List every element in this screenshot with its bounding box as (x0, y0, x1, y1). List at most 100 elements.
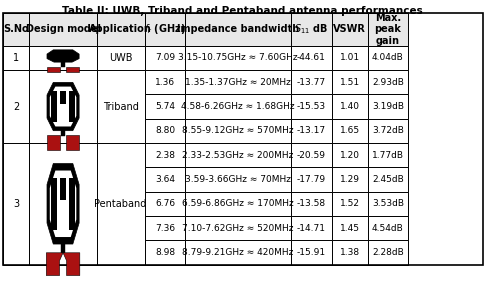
Text: 1.36: 1.36 (154, 78, 175, 87)
Text: 1.20: 1.20 (339, 151, 359, 160)
Text: 1.35-1.37GHz ≈ 20MHz: 1.35-1.37GHz ≈ 20MHz (185, 78, 290, 87)
Bar (367, 119, 408, 143)
Text: 1.52: 1.52 (339, 199, 359, 208)
Text: 7.10-7.62GHz ≈ 520MHz: 7.10-7.62GHz ≈ 520MHz (182, 224, 293, 233)
Bar (47, 135, 60, 150)
Bar (367, 70, 408, 94)
Text: UWB: UWB (108, 53, 132, 63)
Text: -17.79: -17.79 (296, 175, 325, 184)
Bar (185, 192, 290, 216)
Bar (290, 216, 331, 240)
Bar (290, 192, 331, 216)
Text: 5.74: 5.74 (154, 102, 175, 111)
Bar (144, 216, 185, 240)
Text: 8.79-9.21GHz ≈ 420MHz: 8.79-9.21GHz ≈ 420MHz (182, 248, 293, 257)
Bar (367, 94, 408, 119)
Text: -15.53: -15.53 (296, 102, 325, 111)
Polygon shape (47, 164, 79, 244)
Polygon shape (46, 253, 80, 275)
Text: 1: 1 (13, 53, 19, 63)
Bar (66, 67, 79, 72)
Bar (3, 46, 30, 70)
Text: 2.93dB: 2.93dB (371, 78, 403, 87)
Bar (290, 143, 331, 167)
Text: $f_r$ (GHz): $f_r$ (GHz) (144, 22, 185, 36)
Text: -20.59: -20.59 (296, 151, 325, 160)
Bar (3, 13, 30, 46)
Bar (3, 70, 30, 143)
Bar (144, 13, 185, 46)
Bar (66, 135, 79, 150)
Bar (185, 70, 290, 94)
Bar (331, 192, 367, 216)
Bar (69, 178, 75, 230)
Bar (144, 167, 185, 192)
Bar (290, 46, 331, 70)
Bar (185, 94, 290, 119)
Text: 1.40: 1.40 (339, 102, 359, 111)
Bar (3, 13, 482, 265)
Text: Impedance bandwidth: Impedance bandwidth (177, 24, 299, 34)
Bar (144, 119, 185, 143)
Bar (290, 13, 331, 46)
Bar (144, 46, 185, 70)
Text: 3.72dB: 3.72dB (371, 126, 403, 135)
Bar (331, 119, 367, 143)
Polygon shape (50, 87, 76, 126)
Bar (60, 241, 65, 253)
Text: S.No: S.No (3, 24, 29, 34)
Text: 8.55-9.12GHz ≈ 570MHz: 8.55-9.12GHz ≈ 570MHz (182, 126, 293, 135)
Polygon shape (47, 50, 79, 62)
Text: 2: 2 (13, 102, 19, 112)
Bar (96, 70, 144, 143)
Text: $S_{11}$ dB: $S_{11}$ dB (293, 22, 328, 36)
Text: 4.54dB: 4.54dB (371, 224, 403, 233)
Bar (290, 94, 331, 119)
Polygon shape (50, 170, 76, 237)
Bar (47, 67, 60, 72)
Text: 1.77dB: 1.77dB (371, 151, 403, 160)
Bar (367, 192, 408, 216)
Text: 3.15-10.75GHz ≈ 7.60GHz: 3.15-10.75GHz ≈ 7.60GHz (178, 53, 297, 62)
Bar (331, 167, 367, 192)
Text: Application: Application (89, 24, 151, 34)
Bar (367, 46, 408, 70)
Bar (367, 143, 408, 167)
Bar (51, 91, 57, 122)
Bar (144, 143, 185, 167)
Bar (185, 119, 290, 143)
Bar (69, 91, 75, 122)
Bar (367, 240, 408, 265)
Text: -13.58: -13.58 (296, 199, 325, 208)
Bar (30, 13, 96, 46)
Bar (331, 216, 367, 240)
Text: -14.71: -14.71 (296, 224, 325, 233)
Bar (3, 143, 30, 265)
Text: Max.
peak
gain: Max. peak gain (374, 13, 400, 46)
Bar (60, 62, 65, 67)
Text: 7.09: 7.09 (154, 53, 175, 62)
Bar (144, 240, 185, 265)
Text: 8.80: 8.80 (154, 126, 175, 135)
Text: VSWR: VSWR (333, 24, 365, 34)
Bar (96, 143, 144, 265)
Text: Table II: UWB, Triband and Pentaband antenna performances: Table II: UWB, Triband and Pentaband ant… (62, 6, 423, 16)
Bar (30, 143, 96, 265)
Bar (367, 216, 408, 240)
Bar (30, 70, 96, 143)
Bar (185, 240, 290, 265)
Text: 1.65: 1.65 (339, 126, 359, 135)
Bar (290, 167, 331, 192)
Bar (331, 46, 367, 70)
Text: 6.76: 6.76 (154, 199, 175, 208)
Text: 7.36: 7.36 (154, 224, 175, 233)
Bar (367, 167, 408, 192)
Text: -13.17: -13.17 (296, 126, 325, 135)
Bar (331, 13, 367, 46)
Bar (144, 94, 185, 119)
Bar (185, 46, 290, 70)
Polygon shape (47, 82, 79, 131)
Text: 3: 3 (13, 199, 19, 209)
Bar (144, 192, 185, 216)
Text: 1.45: 1.45 (339, 224, 359, 233)
